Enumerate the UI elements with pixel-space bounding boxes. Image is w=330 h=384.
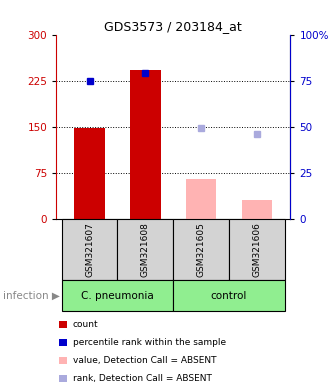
- Title: GDS3573 / 203184_at: GDS3573 / 203184_at: [104, 20, 242, 33]
- Text: GSM321607: GSM321607: [85, 222, 94, 277]
- Text: control: control: [211, 291, 247, 301]
- Bar: [173, 219, 229, 280]
- Text: GSM321605: GSM321605: [197, 222, 206, 277]
- Text: count: count: [73, 320, 98, 329]
- Bar: [242, 200, 272, 219]
- Text: GSM321608: GSM321608: [141, 222, 150, 277]
- Text: rank, Detection Call = ABSENT: rank, Detection Call = ABSENT: [73, 374, 212, 383]
- Bar: [130, 70, 161, 219]
- Bar: [117, 219, 173, 280]
- Bar: [62, 280, 173, 311]
- Bar: [59, 339, 67, 346]
- Bar: [173, 280, 285, 311]
- Text: infection ▶: infection ▶: [3, 291, 60, 301]
- Text: percentile rank within the sample: percentile rank within the sample: [73, 338, 226, 347]
- Bar: [186, 179, 216, 219]
- Bar: [59, 357, 67, 364]
- Bar: [229, 219, 285, 280]
- Bar: [59, 375, 67, 382]
- Text: C. pneumonia: C. pneumonia: [81, 291, 154, 301]
- Text: value, Detection Call = ABSENT: value, Detection Call = ABSENT: [73, 356, 216, 365]
- Bar: [59, 321, 67, 328]
- Text: GSM321606: GSM321606: [252, 222, 261, 277]
- Bar: [62, 219, 117, 280]
- Bar: [74, 128, 105, 219]
